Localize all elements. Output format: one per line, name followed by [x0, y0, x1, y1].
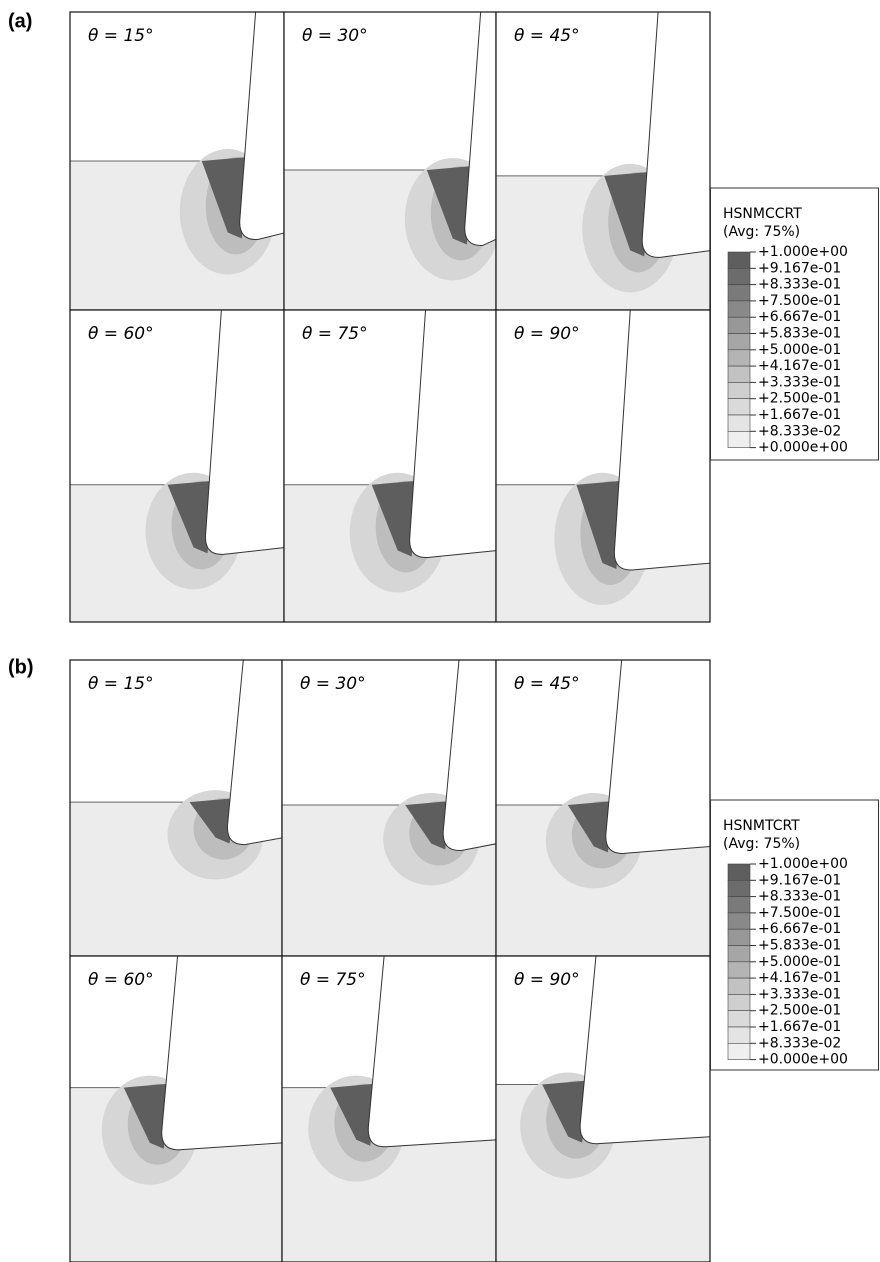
legend-level: +5.000e-01 [758, 342, 841, 358]
legend-swatch [728, 399, 750, 415]
panel: θ = 75° [284, 308, 498, 622]
legend-swatch [728, 864, 750, 880]
legend-level: +4.167e-01 [758, 358, 841, 374]
panel-content [70, 658, 284, 956]
legend-swatch [728, 946, 750, 962]
legend-swatch [728, 415, 750, 431]
legend-level: +4.167e-01 [758, 970, 841, 986]
figure-label: (b) [8, 656, 34, 678]
legend-level: +1.000e+00 [758, 244, 848, 260]
legend-level: +3.333e-01 [758, 374, 841, 390]
legend-level: +2.500e-01 [758, 1003, 841, 1019]
legend-swatch [728, 366, 750, 382]
legend-level: +9.167e-01 [758, 872, 841, 888]
tool [368, 954, 498, 1147]
figure-label: (a) [8, 10, 32, 32]
panel-label: θ = 60° [88, 324, 154, 344]
panel-label: θ = 30° [302, 26, 368, 46]
legend-subtitle: (Avg: 75%) [723, 836, 800, 852]
panel-label: θ = 60° [88, 970, 154, 990]
legend-swatch [728, 252, 750, 268]
legend-level: +9.167e-01 [758, 260, 841, 276]
panel-content [496, 954, 712, 1262]
panel: θ = 30° [284, 10, 501, 310]
panel: θ = 15° [70, 10, 286, 310]
legend-swatch [728, 897, 750, 913]
legend-level: +2.500e-01 [758, 391, 841, 407]
legend-title: HSNMTCRT [723, 818, 800, 834]
legend-swatch [728, 382, 750, 398]
legend-swatch [728, 1011, 750, 1027]
panel-label: θ = 75° [300, 970, 366, 990]
panel-content [496, 10, 712, 310]
panel: θ = 30° [282, 658, 498, 956]
panel-content [70, 954, 284, 1262]
legend-level: +8.333e-01 [758, 889, 841, 905]
legend-subtitle: (Avg: 75%) [723, 224, 800, 240]
legend-level: +0.000e+00 [758, 440, 848, 456]
legend-title: HSNMCCRT [723, 206, 802, 222]
panel-content [284, 308, 498, 622]
panel-label: θ = 45° [514, 26, 580, 46]
legend-swatch [728, 317, 750, 333]
panel-label: θ = 45° [514, 674, 580, 694]
tool [614, 308, 712, 570]
panel-content [282, 954, 498, 1262]
panel: θ = 90° [496, 308, 712, 622]
panel: θ = 45° [496, 10, 712, 310]
legend-level: +1.667e-01 [758, 1019, 841, 1035]
legend-swatch [728, 929, 750, 945]
legend-level: +8.333e-01 [758, 277, 841, 293]
panel: θ = 60° [70, 954, 284, 1262]
legend-swatch [728, 962, 750, 978]
tool [162, 954, 284, 1150]
panel-content [496, 308, 712, 622]
panel: θ = 60° [70, 308, 286, 622]
legend-swatch [728, 880, 750, 896]
legend-level: +6.667e-01 [758, 921, 841, 937]
tool [606, 658, 712, 853]
legend-level: +8.333e-02 [758, 423, 841, 439]
panel-content [70, 308, 286, 622]
legend-swatch [728, 1043, 750, 1059]
legend-level: +1.667e-01 [758, 407, 841, 423]
legend-swatch [728, 268, 750, 284]
panel-content [282, 658, 498, 956]
panel-label: θ = 15° [88, 674, 154, 694]
legend-level: +5.833e-01 [758, 938, 841, 954]
legend-swatch [728, 431, 750, 447]
legend-swatch [728, 978, 750, 994]
figure: (a) θ = 15° θ = 30° θ = 45° θ = 60° θ = 75° θ … [0, 0, 880, 1262]
panel-label: θ = 90° [514, 970, 580, 990]
tool [410, 308, 498, 558]
legend-level: +6.667e-01 [758, 309, 841, 325]
legend-swatch [728, 994, 750, 1010]
panel-label: θ = 90° [514, 324, 580, 344]
legend-level: +5.000e-01 [758, 954, 841, 970]
legend-swatch [728, 913, 750, 929]
panel: θ = 90° [496, 954, 712, 1262]
tool [580, 954, 712, 1144]
legend-swatch [728, 301, 750, 317]
legend-level: +3.333e-01 [758, 986, 841, 1002]
panel-label: θ = 75° [302, 324, 368, 344]
panel: θ = 75° [282, 954, 498, 1262]
legend-swatch [728, 285, 750, 301]
legend-level: +5.833e-01 [758, 326, 841, 342]
legend-swatch [728, 1027, 750, 1043]
panel-label: θ = 30° [300, 674, 366, 694]
panel: θ = 45° [496, 658, 712, 956]
legend-level: +8.333e-02 [758, 1035, 841, 1051]
legend-swatch [728, 350, 750, 366]
legend-level: +1.000e+00 [758, 856, 848, 872]
panel-content [496, 658, 712, 956]
panel-content [284, 10, 501, 310]
legend-level: +0.000e+00 [758, 1052, 848, 1068]
legend-swatch [728, 334, 750, 350]
panel: θ = 15° [70, 658, 284, 956]
legend-level: +7.500e-01 [758, 905, 841, 921]
panel-content [70, 10, 286, 310]
legend-level: +7.500e-01 [758, 293, 841, 309]
panel-label: θ = 15° [88, 26, 154, 46]
